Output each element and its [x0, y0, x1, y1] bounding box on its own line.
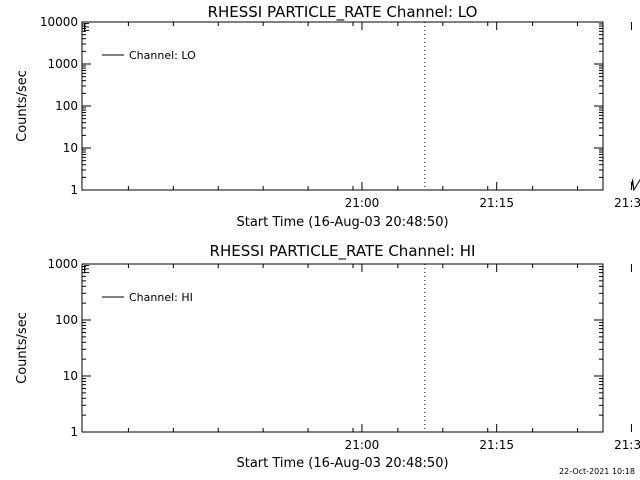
corner-marker-label: E — [83, 21, 90, 34]
y-tick-label: 1 — [70, 425, 78, 439]
y-axis-label: Counts/sec — [15, 312, 30, 384]
x-tick-label: 21:30 — [614, 196, 640, 210]
plot-frame — [81, 263, 604, 433]
legend-label: Channel: HI — [129, 291, 193, 304]
y-tick-label: 1000 — [47, 257, 78, 271]
corner-marker-label: E — [83, 263, 90, 276]
legend-label: Channel: LO — [129, 49, 196, 62]
y-tick-label: 1000 — [47, 57, 78, 71]
x-tick-label: 21:15 — [479, 438, 514, 452]
chart-title: RHESSI PARTICLE_RATE Channel: LO — [208, 3, 478, 22]
x-tick-label: 21:30 — [614, 438, 640, 452]
x-axis-label: Start Time (16-Aug-03 20:48:50) — [236, 456, 448, 471]
series-line — [630, 178, 640, 192]
chart-title: RHESSI PARTICLE_RATE Channel: HI — [210, 242, 476, 261]
chart-lo: RHESSI PARTICLE_RATE Channel: LO Start Ti… — [15, 3, 640, 230]
y-tick-label: 10000 — [40, 15, 78, 29]
x-tick-label: 21:15 — [479, 196, 514, 210]
y-tick-label: 1 — [70, 183, 78, 197]
y-axis-label: Counts/sec — [15, 70, 30, 142]
x-axis-label: Start Time (16-Aug-03 20:48:50) — [236, 215, 448, 230]
x-tick-label: 21:00 — [345, 196, 380, 210]
x-tick-label: 21:00 — [345, 438, 380, 452]
footer-timestamp: 22-Oct-2021 10:18 — [559, 467, 635, 476]
y-tick-label: 100 — [55, 313, 78, 327]
plot-frame — [81, 21, 604, 191]
y-tick-label: 10 — [63, 369, 78, 383]
chart-hi: RHESSI PARTICLE_RATE Channel: HI Start Ti… — [15, 242, 640, 471]
y-tick-label: 10 — [63, 141, 78, 155]
y-tick-label: 100 — [55, 99, 78, 113]
